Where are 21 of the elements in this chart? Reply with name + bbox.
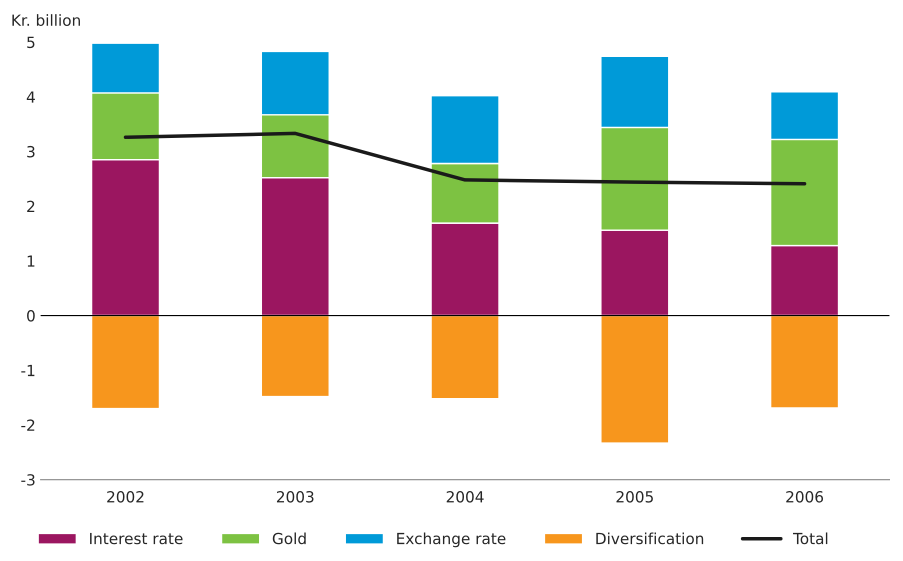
x-tick-label: 2005 bbox=[616, 491, 653, 503]
legend-label: Gold bbox=[272, 532, 306, 544]
x-tick-label: 2002 bbox=[107, 491, 144, 503]
y-tick-label: 4 bbox=[26, 91, 35, 103]
line-series bbox=[124, 132, 806, 186]
y-tick-label: -3 bbox=[21, 474, 35, 486]
x-tick-label: 2006 bbox=[786, 491, 824, 503]
y-tick-label: -1 bbox=[21, 364, 34, 376]
y-tick-label: -2 bbox=[21, 419, 34, 431]
y-axis-title: Kr. billion bbox=[12, 14, 80, 26]
x-tick-label: 2003 bbox=[276, 491, 314, 503]
y-tick-label: 3 bbox=[27, 146, 35, 158]
y-tick-label: 0 bbox=[27, 310, 35, 322]
y-tick-label: 1 bbox=[28, 256, 34, 267]
legend-label: Interest rate bbox=[90, 532, 183, 544]
x-tick-label: 2004 bbox=[446, 491, 484, 503]
y-tick-label: 5 bbox=[27, 36, 34, 48]
legend-label: Diversification bbox=[596, 532, 704, 544]
legend-label: Exchange rate bbox=[397, 532, 506, 548]
y-tick-label: 2 bbox=[27, 200, 34, 212]
legend-label: Total bbox=[792, 532, 828, 544]
